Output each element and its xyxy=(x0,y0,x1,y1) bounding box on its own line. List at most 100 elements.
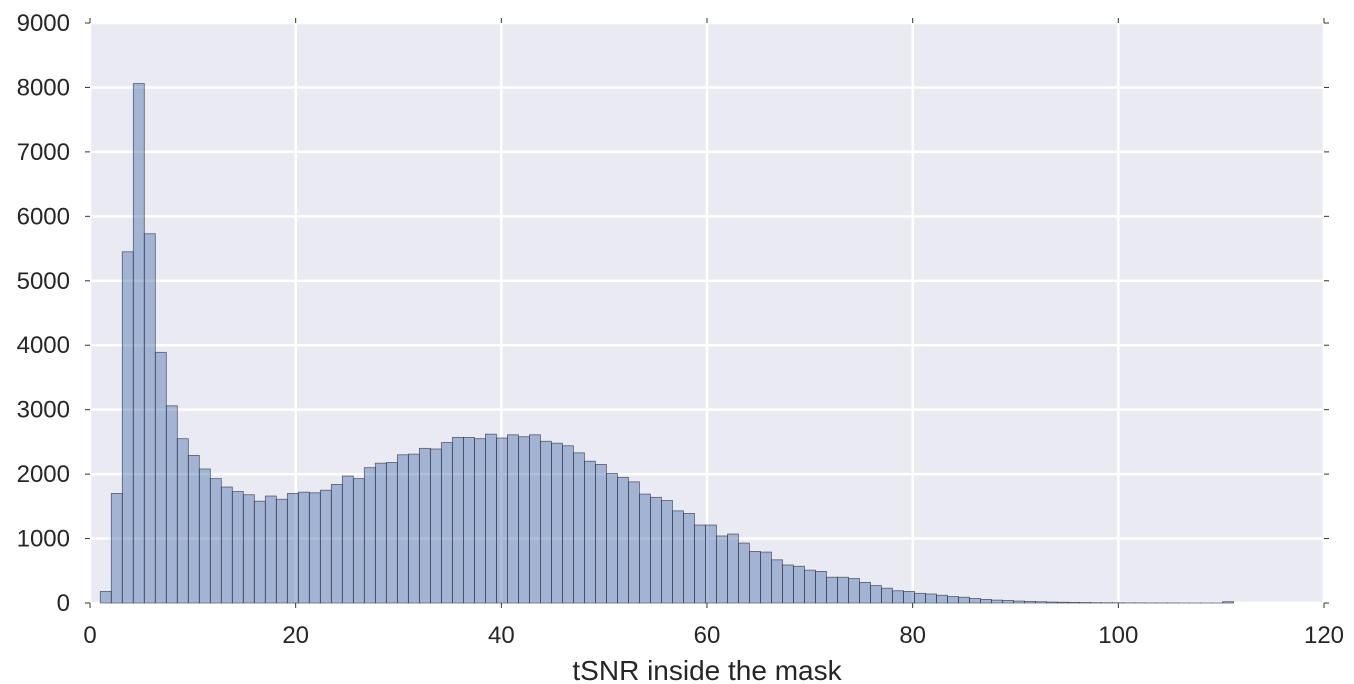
histogram-bar xyxy=(330,484,343,604)
histogram-bar xyxy=(749,551,761,604)
histogram-bar xyxy=(991,599,1003,604)
histogram-bar xyxy=(264,495,277,604)
histogram-bar xyxy=(573,452,585,604)
y-tick-label: 5000 xyxy=(17,268,70,295)
histogram-bar xyxy=(297,491,310,604)
histogram-bar xyxy=(826,576,838,604)
histogram-bar xyxy=(782,564,794,604)
histogram-bar xyxy=(837,576,849,604)
histogram-bar xyxy=(892,590,904,604)
histogram-bar xyxy=(1222,601,1235,604)
y-tick-label: 4000 xyxy=(17,332,70,359)
x-tick-labels: 0 20 40 60 80 100 120 xyxy=(83,622,1344,649)
histogram-bar xyxy=(418,447,431,604)
histogram-bar xyxy=(914,592,926,604)
histogram-bar xyxy=(440,442,453,604)
histogram-bar xyxy=(462,436,475,604)
y-tick-label: 3000 xyxy=(17,397,70,424)
histogram-bar xyxy=(672,510,684,604)
histogram-bar xyxy=(760,551,772,604)
x-tick-label: 20 xyxy=(282,622,309,649)
histogram-bar xyxy=(220,486,233,604)
histogram-bar xyxy=(374,462,387,604)
histogram-bar xyxy=(385,462,398,604)
histogram-bar xyxy=(738,542,750,604)
histogram-bar xyxy=(495,437,508,604)
histogram-bar xyxy=(341,475,354,604)
x-axis-label: tSNR inside the mask xyxy=(572,655,842,684)
y-tick-label: 2000 xyxy=(17,461,70,488)
histogram-bar xyxy=(154,351,167,604)
y-tick-label: 0 xyxy=(57,590,70,617)
y-tick-label: 1000 xyxy=(17,526,70,553)
histogram-bar xyxy=(793,565,805,604)
histogram-bar xyxy=(209,478,222,604)
histogram-bar xyxy=(1079,602,1091,604)
histogram-bar xyxy=(617,476,629,604)
histogram-bar xyxy=(925,593,937,604)
histogram-bar xyxy=(352,478,365,604)
histogram-bar xyxy=(132,83,145,604)
histogram-bar xyxy=(727,533,739,604)
histogram-bar xyxy=(562,445,574,604)
histogram-bar xyxy=(705,524,717,604)
histogram-bar xyxy=(595,464,607,604)
x-tick-label: 40 xyxy=(488,622,515,649)
histogram-bar xyxy=(529,434,541,604)
histogram-bar xyxy=(407,453,420,604)
y-tick-label: 9000 xyxy=(17,10,70,37)
histogram-bar xyxy=(694,524,706,604)
histogram-bar xyxy=(540,440,552,604)
histogram-bar xyxy=(121,251,134,604)
y-tick-labels: 0 1000 2000 3000 4000 5000 6000 7000 8000 9000 xyxy=(17,10,70,617)
histogram-bar xyxy=(969,598,981,604)
histogram-bar xyxy=(165,405,178,604)
histogram-bar xyxy=(639,493,651,604)
histogram-bar xyxy=(429,448,442,604)
histogram-bar xyxy=(1002,600,1014,604)
histogram-bar xyxy=(110,493,123,604)
histogram-bar xyxy=(198,468,211,604)
x-tick-label: 60 xyxy=(694,622,721,649)
histogram-bar xyxy=(1057,601,1069,604)
histogram-bar xyxy=(980,599,992,604)
histogram-bar xyxy=(1013,600,1025,604)
histogram-bar xyxy=(253,500,266,604)
histogram-bar xyxy=(242,494,255,604)
histogram-bar xyxy=(958,596,970,604)
y-tick-label: 6000 xyxy=(17,203,70,230)
histogram-bar xyxy=(584,460,596,604)
histogram-bar xyxy=(231,491,244,604)
histogram-bar xyxy=(947,596,959,604)
y-tick-label: 7000 xyxy=(17,139,70,166)
histogram-bar xyxy=(396,454,409,604)
histogram-bar xyxy=(1035,601,1047,604)
histogram-bar xyxy=(881,587,893,604)
x-tick-label: 80 xyxy=(899,622,926,649)
histogram-bar xyxy=(518,436,530,604)
histogram-bar xyxy=(859,581,871,604)
histogram-bar xyxy=(1024,600,1036,604)
histogram-bar xyxy=(815,571,827,604)
axis-ticks xyxy=(85,18,1329,608)
histogram-bar xyxy=(628,481,640,604)
histogram-bar xyxy=(903,591,915,604)
x-tick-label: 100 xyxy=(1098,622,1138,649)
histogram-bar xyxy=(275,498,288,604)
histogram-bar xyxy=(363,467,376,604)
histogram-bar xyxy=(551,442,563,604)
histogram-bar xyxy=(286,493,299,604)
histogram-bar xyxy=(1046,601,1058,604)
histogram-bar xyxy=(319,489,332,604)
y-tick-label: 8000 xyxy=(17,74,70,101)
histogram-bar xyxy=(683,513,695,604)
histogram-bar xyxy=(771,559,783,604)
histogram-bar xyxy=(308,492,321,604)
histogram-bar xyxy=(143,233,156,604)
histogram-bar xyxy=(848,578,860,604)
histogram-bar xyxy=(473,438,486,604)
histogram-bar xyxy=(804,569,816,604)
histogram-bar xyxy=(870,585,882,604)
histogram-bar xyxy=(936,594,948,604)
